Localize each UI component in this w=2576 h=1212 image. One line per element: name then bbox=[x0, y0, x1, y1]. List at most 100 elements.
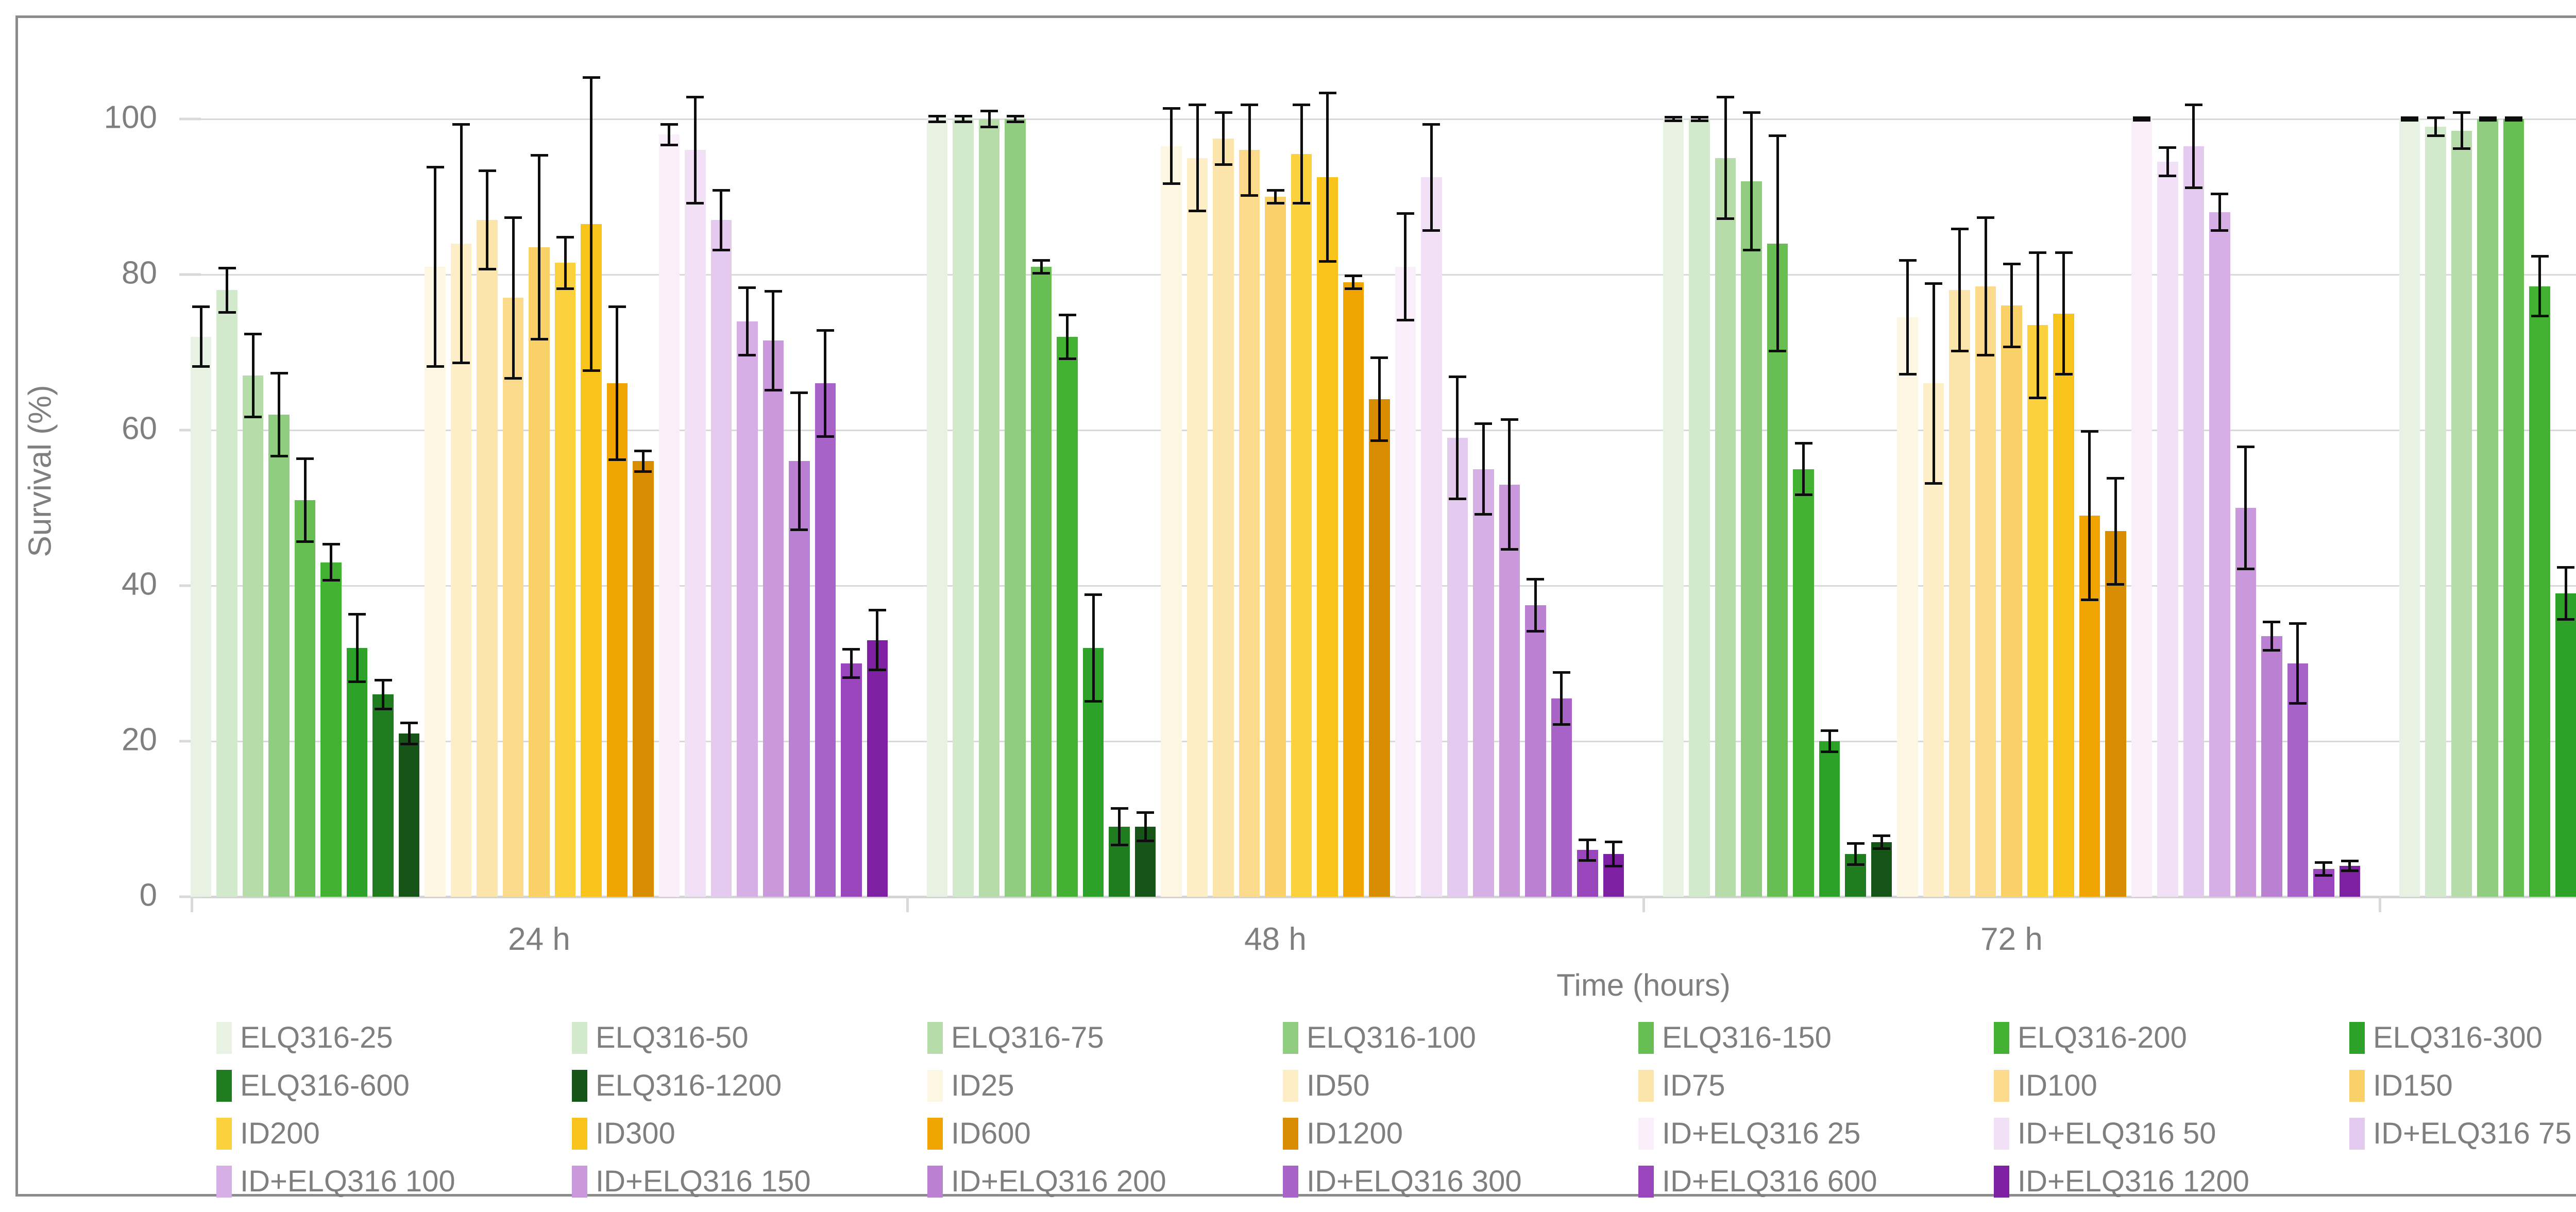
error-bar bbox=[1500, 418, 1518, 551]
bar-slot bbox=[1421, 119, 1442, 897]
error-bar bbox=[2401, 116, 2419, 122]
error-bar bbox=[374, 679, 392, 711]
bar-slot bbox=[1715, 95, 1736, 897]
bar-slot bbox=[867, 119, 888, 897]
error-bar bbox=[1665, 115, 1683, 123]
bar-slot bbox=[2477, 116, 2498, 897]
bar-slot bbox=[2235, 119, 2257, 897]
error-bar bbox=[244, 333, 262, 419]
bar bbox=[1395, 266, 1416, 897]
bar-slot bbox=[1213, 111, 1234, 897]
error-bar bbox=[2211, 193, 2229, 232]
legend-swatch bbox=[1994, 1165, 2009, 1198]
x-group-label: 48 h bbox=[1244, 921, 1307, 957]
bar-slot bbox=[1819, 119, 1840, 897]
legend-label: ELQ316-75 bbox=[951, 1021, 1104, 1054]
bar bbox=[762, 340, 784, 897]
bar-slot bbox=[789, 119, 810, 897]
bar-slot bbox=[1525, 119, 1546, 897]
legend-swatch bbox=[572, 1021, 587, 1054]
bar bbox=[2529, 286, 2550, 897]
bar bbox=[927, 119, 948, 897]
error-bar bbox=[296, 457, 314, 543]
error-bar bbox=[452, 123, 470, 364]
error-bar bbox=[1951, 228, 1969, 352]
bar bbox=[2001, 305, 2022, 897]
error-bar bbox=[1266, 189, 1284, 205]
bar-slot bbox=[2079, 119, 2100, 897]
error-bar bbox=[2263, 620, 2281, 652]
bar-slot bbox=[1473, 119, 1494, 897]
y-tick-label: 60 bbox=[122, 411, 157, 447]
x-group-label: 24 h bbox=[508, 921, 570, 957]
legend-item: ID100 bbox=[1994, 1068, 2349, 1103]
legend-swatch bbox=[1283, 1069, 1298, 1102]
bar bbox=[1161, 146, 1182, 897]
bar bbox=[477, 220, 498, 897]
legend-label: ID300 bbox=[596, 1117, 675, 1150]
bar-slot bbox=[346, 119, 368, 897]
bar-slot bbox=[1291, 103, 1312, 897]
bar-slot bbox=[2287, 119, 2309, 897]
error-bar bbox=[2236, 446, 2255, 570]
bar-slot bbox=[1057, 119, 1078, 897]
legend-swatch bbox=[1283, 1165, 1298, 1198]
legend-item: ID50 bbox=[1283, 1068, 1638, 1103]
bar-slot bbox=[1663, 115, 1684, 897]
bar-slot bbox=[425, 119, 446, 897]
error-bar bbox=[1873, 834, 1891, 850]
legend-label: ID150 bbox=[2373, 1069, 2453, 1102]
legend-label: ID+ELQ316 200 bbox=[951, 1165, 1166, 1198]
legend-item: ID+ELQ316 50 bbox=[1994, 1116, 2349, 1151]
legend-item: ID300 bbox=[572, 1116, 927, 1151]
bar bbox=[268, 414, 290, 897]
y-tick-mark bbox=[179, 895, 201, 898]
bar-slot bbox=[685, 95, 706, 897]
bar bbox=[978, 119, 1000, 897]
legend-item: ELQ316-200 bbox=[1994, 1020, 2349, 1055]
legend-label: ID100 bbox=[2018, 1069, 2097, 1102]
gridline bbox=[191, 118, 2576, 120]
bar-slot bbox=[1395, 119, 1416, 897]
legend-swatch bbox=[2349, 1069, 2365, 1102]
bar bbox=[2451, 130, 2472, 897]
bar-slot bbox=[1741, 111, 1762, 897]
bar-slot bbox=[554, 119, 576, 897]
bar-slot bbox=[581, 76, 602, 897]
bar bbox=[815, 383, 836, 897]
bar bbox=[1975, 286, 1996, 897]
bar bbox=[2027, 325, 2048, 897]
bar-slot bbox=[1134, 119, 1156, 897]
bar bbox=[789, 461, 810, 897]
bar bbox=[2503, 119, 2524, 897]
bar bbox=[2235, 508, 2257, 897]
bar bbox=[1525, 605, 1546, 897]
error-bar bbox=[2557, 566, 2575, 621]
error-bar bbox=[712, 189, 730, 251]
bar-slot bbox=[1551, 119, 1572, 897]
legend-label: ID+ELQ316 25 bbox=[1662, 1117, 1861, 1150]
error-bar bbox=[928, 115, 946, 123]
legend-label: ELQ316-100 bbox=[1307, 1021, 1476, 1054]
bar-slot bbox=[268, 119, 290, 897]
bar-slot bbox=[2339, 119, 2361, 897]
legend-label: ID+ELQ316 300 bbox=[1307, 1165, 1522, 1198]
bar-group-72h bbox=[1663, 95, 2361, 897]
y-tick-label: 20 bbox=[122, 722, 157, 758]
bar bbox=[606, 383, 628, 897]
error-bar bbox=[1318, 92, 1336, 263]
bar bbox=[191, 336, 212, 897]
legend-row: ID200 ID300 ID600 ID1200 ID+ELQ316 25 ID+ELQ3… bbox=[216, 1109, 2576, 1157]
bar-slot bbox=[710, 119, 732, 897]
legend-label: ID25 bbox=[951, 1069, 1014, 1102]
bar bbox=[1057, 336, 1078, 897]
error-bar bbox=[1344, 275, 1362, 291]
bar-slot bbox=[927, 115, 948, 897]
error-bar bbox=[2003, 263, 2021, 349]
bar bbox=[2209, 212, 2230, 897]
legend-swatch bbox=[1638, 1165, 1654, 1198]
bar-slot bbox=[737, 119, 758, 897]
legend-item: ID+ELQ316 25 bbox=[1638, 1116, 1994, 1151]
error-bar bbox=[478, 169, 496, 271]
